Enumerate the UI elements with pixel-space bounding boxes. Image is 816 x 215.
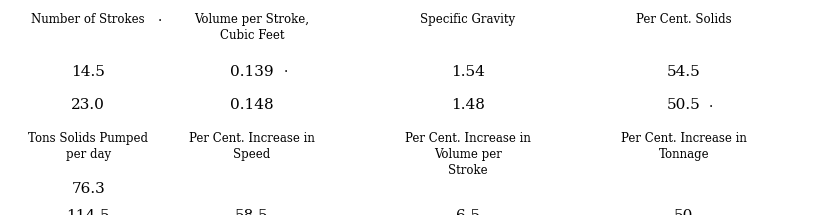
Text: 54.5: 54.5 xyxy=(667,65,701,79)
Text: 76.3: 76.3 xyxy=(71,182,105,196)
Text: .: . xyxy=(16,209,20,215)
Text: 6.5: 6.5 xyxy=(456,209,480,215)
Text: Volume per Stroke,
Cubic Feet: Volume per Stroke, Cubic Feet xyxy=(194,13,309,42)
Text: 1.54: 1.54 xyxy=(451,65,485,79)
Text: Specific Gravity: Specific Gravity xyxy=(420,13,516,26)
Text: Per Cent. Solids: Per Cent. Solids xyxy=(636,13,732,26)
Text: 114.5: 114.5 xyxy=(66,209,110,215)
Text: 1.48: 1.48 xyxy=(451,98,485,112)
Text: Per Cent. Increase in
Tonnage: Per Cent. Increase in Tonnage xyxy=(621,132,747,161)
Text: Number of Strokes: Number of Strokes xyxy=(31,13,145,26)
Text: Per Cent. Increase in
Volume per
Stroke: Per Cent. Increase in Volume per Stroke xyxy=(405,132,531,177)
Text: 23.0: 23.0 xyxy=(71,98,105,112)
Text: 0.148: 0.148 xyxy=(230,98,274,112)
Text: 58.5: 58.5 xyxy=(235,209,269,215)
Text: 14.5: 14.5 xyxy=(71,65,105,79)
Text: .: . xyxy=(157,10,162,24)
Text: .: . xyxy=(708,96,713,110)
Text: Tons Solids Pumped
per day: Tons Solids Pumped per day xyxy=(28,132,149,161)
Text: Per Cent. Increase in
Speed: Per Cent. Increase in Speed xyxy=(189,132,315,161)
Text: 0.139: 0.139 xyxy=(230,65,274,79)
Text: .: . xyxy=(284,61,288,75)
Text: 50.5: 50.5 xyxy=(667,98,701,112)
Text: 50: 50 xyxy=(674,209,694,215)
